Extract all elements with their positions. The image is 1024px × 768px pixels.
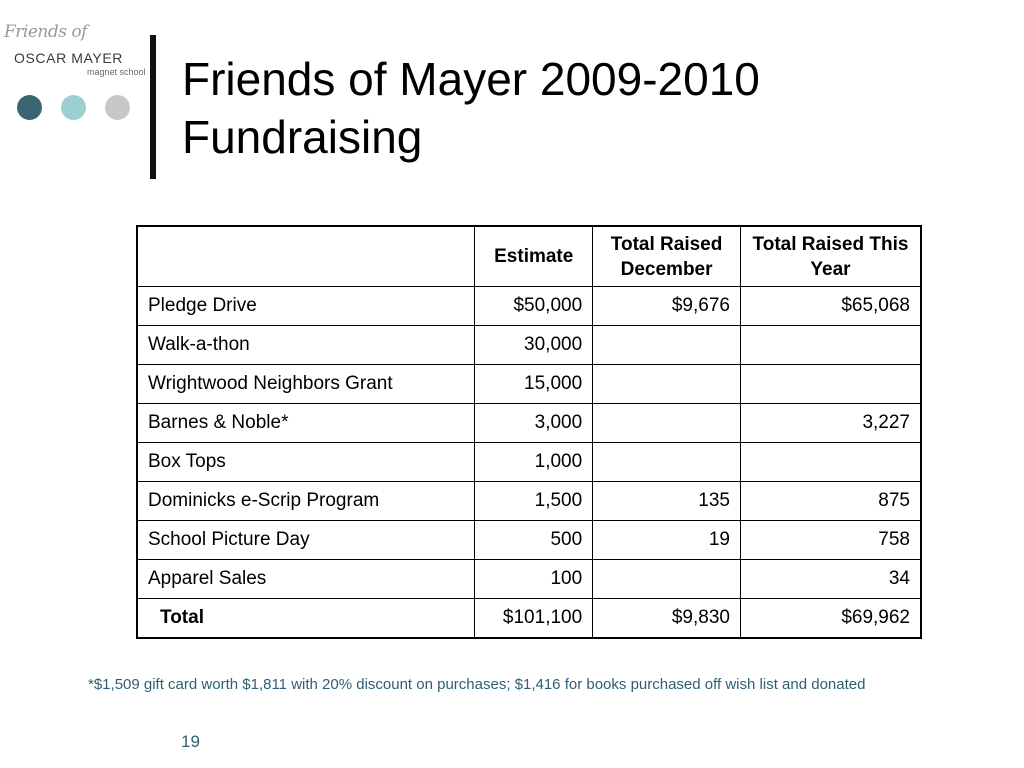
row-label: Barnes & Noble*	[136, 403, 476, 443]
cell-december	[592, 325, 741, 365]
cell-december: 19	[592, 520, 741, 560]
cell-estimate: 1,500	[474, 481, 594, 521]
total-label: Total	[136, 598, 476, 639]
cell-this-year: 34	[739, 559, 922, 599]
title-line-1: Friends of Mayer 2009-2010	[182, 53, 760, 105]
cell-this-year	[739, 442, 922, 482]
cell-december: $9,676	[592, 286, 741, 326]
row-label: Walk-a-thon	[136, 325, 476, 365]
table-row: School Picture Day 500 19 758	[136, 520, 922, 560]
header-total-raised-this-year: Total Raised This Year	[739, 225, 922, 287]
table-row: Wrightwood Neighbors Grant 15,000	[136, 364, 922, 404]
table-row: Box Tops 1,000	[136, 442, 922, 482]
table-row: Apparel Sales 100 34	[136, 559, 922, 599]
cell-this-year	[739, 364, 922, 404]
row-label: Box Tops	[136, 442, 476, 482]
logo-script-text: Friends of	[4, 22, 87, 42]
footnote: *$1,509 gift card worth $1,811 with 20% …	[88, 676, 866, 693]
total-estimate: $101,100	[474, 598, 594, 639]
logo-sub-text: magnet school	[87, 67, 146, 77]
logo-main-text: OSCAR MAYER	[14, 50, 124, 66]
cell-december	[592, 442, 741, 482]
cell-estimate: 1,000	[474, 442, 594, 482]
decor-dot-light-teal	[61, 95, 86, 120]
cell-december	[592, 364, 741, 404]
cell-this-year	[739, 325, 922, 365]
cell-this-year: 758	[739, 520, 922, 560]
cell-estimate: $50,000	[474, 286, 594, 326]
fundraising-table: Estimate Total Raised December Total Rai…	[136, 225, 922, 639]
row-label: School Picture Day	[136, 520, 476, 560]
header-estimate: Estimate	[474, 225, 594, 287]
cell-december	[592, 403, 741, 443]
cell-this-year: $65,068	[739, 286, 922, 326]
decor-dot-dark-teal	[17, 95, 42, 120]
total-this-year: $69,962	[739, 598, 922, 639]
slide-title: Friends of Mayer 2009-2010 Fundraising	[182, 50, 760, 166]
table-row: Pledge Drive $50,000 $9,676 $65,068	[136, 286, 922, 326]
friends-of-oscar-mayer-logo: Friends of OSCAR MAYER magnet school	[4, 22, 146, 82]
title-line-2: Fundraising	[182, 111, 423, 163]
table-total-row: Total $101,100 $9,830 $69,962	[136, 598, 922, 639]
cell-december	[592, 559, 741, 599]
page-number: 19	[181, 732, 200, 751]
table-row: Dominicks e-Scrip Program 1,500 135 875	[136, 481, 922, 521]
cell-estimate: 30,000	[474, 325, 594, 365]
cell-estimate: 100	[474, 559, 594, 599]
row-label: Pledge Drive	[136, 286, 476, 326]
cell-december: 135	[592, 481, 741, 521]
cell-this-year: 3,227	[739, 403, 922, 443]
table-row: Walk-a-thon 30,000	[136, 325, 922, 365]
table-header-row: Estimate Total Raised December Total Rai…	[136, 225, 922, 287]
total-december: $9,830	[592, 598, 741, 639]
cell-estimate: 3,000	[474, 403, 594, 443]
header-total-raised-december: Total Raised December	[592, 225, 741, 287]
row-label: Apparel Sales	[136, 559, 476, 599]
row-label: Wrightwood Neighbors Grant	[136, 364, 476, 404]
table-row: Barnes & Noble* 3,000 3,227	[136, 403, 922, 443]
cell-this-year: 875	[739, 481, 922, 521]
cell-estimate: 500	[474, 520, 594, 560]
header-cell-blank	[136, 225, 476, 287]
decor-dot-gray	[105, 95, 130, 120]
row-label: Dominicks e-Scrip Program	[136, 481, 476, 521]
cell-estimate: 15,000	[474, 364, 594, 404]
title-divider-bar	[150, 35, 156, 179]
